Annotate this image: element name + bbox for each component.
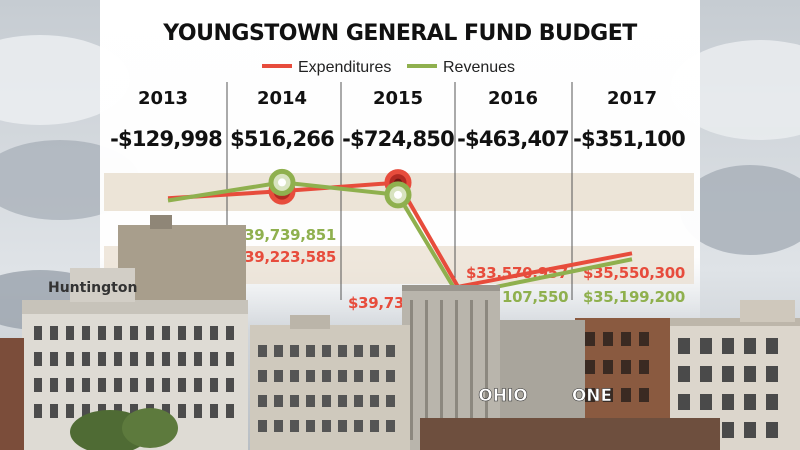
point-center-revenues-2015	[394, 190, 402, 199]
net-2014: $516,266	[230, 127, 334, 151]
sign-huntington: Huntington	[48, 280, 137, 296]
data-label-expenditures-2016: $33,570,957	[466, 264, 568, 282]
building-brick-left	[0, 338, 24, 450]
building-mid-right	[495, 320, 585, 430]
year-2016: 2016	[488, 88, 538, 109]
net-2017: -$351,100	[573, 127, 685, 151]
legend: Expenditures Revenues	[262, 59, 515, 76]
sign-ohio: OHIO	[478, 386, 527, 406]
data-label-expenditures-2015: $39,73	[348, 294, 404, 312]
year-2017: 2017	[607, 88, 657, 109]
year-2013: 2013	[138, 88, 188, 109]
year-2015: 2015	[373, 88, 423, 109]
city-skyline: OHIO ONE Huntington	[0, 215, 800, 450]
net-2015: -$724,850	[342, 127, 454, 151]
building-ohio-one	[420, 418, 720, 450]
sign-one: ONE	[572, 386, 612, 406]
data-label-revenues-2014: $39,739,851	[234, 226, 336, 244]
year-headers: 2013 2014 2015 2016 2017	[138, 88, 657, 109]
data-label-revenues-2017: $35,199,200	[583, 288, 685, 306]
net-values: -$129,998 $516,266 -$724,850 -$463,407 -…	[110, 127, 686, 151]
series-layer: $39,223,585 $39,73 $33,570,957 $35,550,300 $…	[167, 168, 685, 312]
net-2013: -$129,998	[110, 127, 222, 151]
legend-expenditures-label: Expenditures	[298, 59, 391, 76]
data-label-expenditures-2017: $35,550,300	[583, 264, 685, 282]
chart-title: YOUNGSTOWN GENERAL FUND BUDGET	[162, 21, 637, 46]
year-2014: 2014	[257, 88, 307, 109]
data-label-expenditures-2014: $39,223,585	[234, 248, 336, 266]
point-center-revenues-2014	[278, 178, 286, 187]
legend-revenues-label: Revenues	[443, 59, 515, 76]
net-2016: -$463,407	[457, 127, 569, 151]
data-label-revenues-2016: 107,550	[502, 288, 568, 306]
